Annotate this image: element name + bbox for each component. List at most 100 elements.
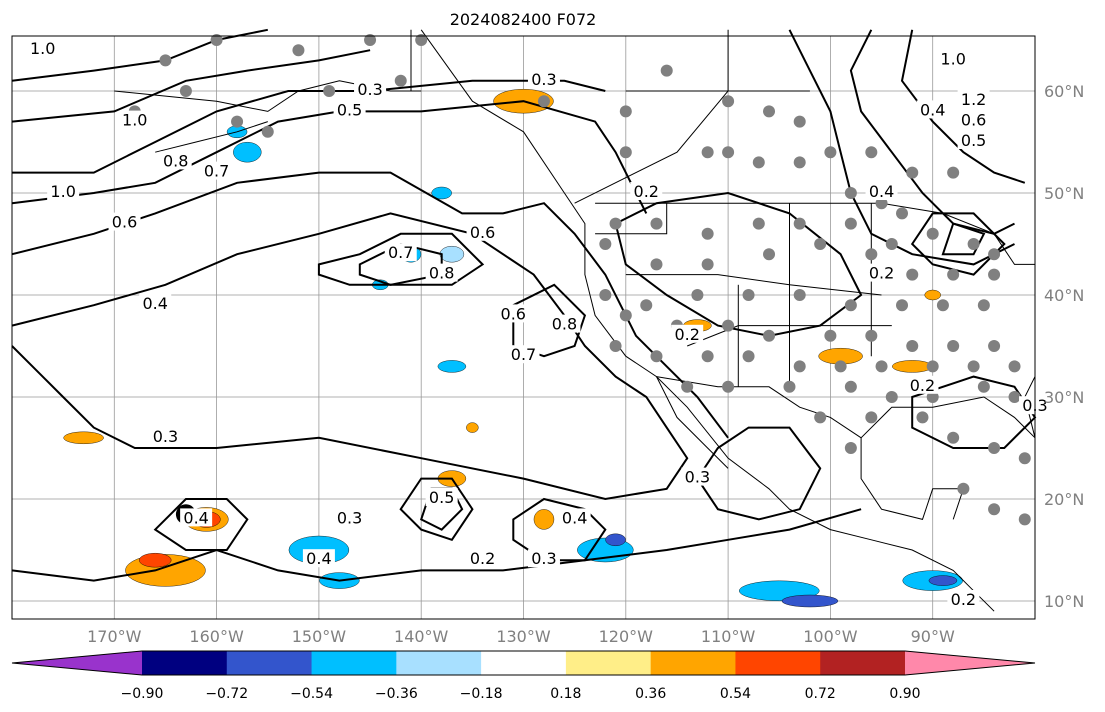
contour-line [900,29,1026,184]
station-marker [947,340,960,352]
station-marker [916,411,929,424]
contour-label: 0.8 [163,151,188,170]
contour-label-bg [507,345,540,364]
colorbar-segment [481,651,567,675]
y-tick-label: 60°N [1044,82,1084,101]
colorbar-segment [735,651,821,675]
contour-line [941,222,986,256]
station-marker [415,34,428,46]
contour-label: 0.6 [112,213,137,232]
colorbar-extend-low [12,651,142,675]
colorbar-tick-label: −0.36 [375,686,418,702]
station-marker [1018,452,1031,465]
contour-label-bg [497,304,530,323]
contour-label: 0.4 [920,100,945,119]
contour-label: 0.7 [204,162,229,181]
colorbar: −0.90 −0.72 −0.54 −0.36 −0.18 0.18 0.36 0.54 0.7… [11,650,1036,702]
contour-label-bg [118,110,151,129]
y-tick-label: 40°N [1044,286,1084,305]
x-tick-label: 140°W [394,627,449,646]
station-marker [210,34,223,46]
shaded-area [928,575,958,586]
colorbar-segment [226,651,313,675]
contour-label: 0.6 [470,223,495,242]
contour-line [911,375,1037,449]
contour-label: 0.8 [429,264,454,283]
contour-label-bg [333,508,366,527]
station-marker [988,442,1001,454]
station-marker [323,85,336,97]
y-tick-label: 50°N [1044,184,1084,203]
station-marker [926,391,939,403]
contour-label-bg [558,508,591,527]
station-marker [783,380,796,393]
contour-label-bg [865,182,898,200]
contour-label: 0.2 [634,182,659,201]
station-marker [988,340,1001,352]
contour-line [399,477,474,541]
contour-label: 0.3 [531,70,556,89]
map-panel: 1.01.00.30.50.30.80.71.00.60.40.70.80.60… [11,28,1051,620]
contour-label-bg [149,426,182,445]
x-tick-label: 120°W [599,627,654,646]
station-marker [159,54,172,67]
contour-label: 0.4 [306,549,331,568]
contour-line [317,232,485,286]
colorbar-tick-label: 0.72 [805,686,836,702]
contour-label: 1.0 [940,49,965,68]
y-tick-label: 30°N [1044,388,1084,407]
x-tick-label: 100°W [803,627,858,646]
contour-label: 0.2 [951,590,976,609]
x-tick-label: 130°W [496,627,551,646]
contour-label-bg [630,182,663,200]
contour-label: 0.8 [552,315,577,334]
contour-label: 0.3 [531,549,556,568]
station-marker [1018,513,1031,526]
contour-label-bg [384,243,417,262]
coastline-baja [656,376,729,469]
station-marker [609,340,622,352]
contour-label: 0.3 [357,80,382,99]
shaded-area [63,431,104,444]
station-marker [936,299,949,312]
station-marker [926,227,939,240]
contour-line [11,212,689,501]
contour-line [11,508,862,582]
contour-label-bg [548,314,581,333]
station-marker [640,299,653,312]
shaded-area [924,289,941,301]
contour-label-bg [947,590,980,608]
station-marker [763,105,776,118]
colorbar-segment [650,651,736,675]
colorbar-segment [396,651,482,675]
contour-line [11,49,371,123]
station-marker [619,309,632,322]
station-marker [599,289,612,301]
station-marker [619,105,632,118]
contour-label-bg [527,69,560,88]
station-marker [701,350,714,363]
contour-line [11,171,729,439]
station-marker [793,360,806,373]
station-marker [619,146,632,159]
station-marker [814,238,827,250]
station-marker [906,166,919,179]
y-axis-ticks: 60°N 50°N 40°N 30°N 20°N 10°N [1044,82,1084,611]
contour-label: 0.6 [501,304,526,323]
contour-label-bg [26,39,59,58]
station-marker [947,268,960,281]
station-marker [947,166,960,179]
contour-label-bg [302,549,335,568]
colorbar-outline [11,650,1036,676]
colorbar-tick-label: 0.54 [720,686,751,702]
x-axis-ticks: 170°W 160°W 150°W 140°W 130°W 120°W 110°W 100°W… [87,627,955,646]
shaded-area [437,360,467,373]
colorbar-segment [565,651,652,675]
contour-label-bg [957,131,990,149]
contour-label: 0.6 [961,111,986,130]
station-marker [742,350,755,363]
station-marker [875,197,888,210]
station-marker [793,289,806,301]
contour-label-bg [139,294,172,313]
contour-label-bg [159,151,192,170]
